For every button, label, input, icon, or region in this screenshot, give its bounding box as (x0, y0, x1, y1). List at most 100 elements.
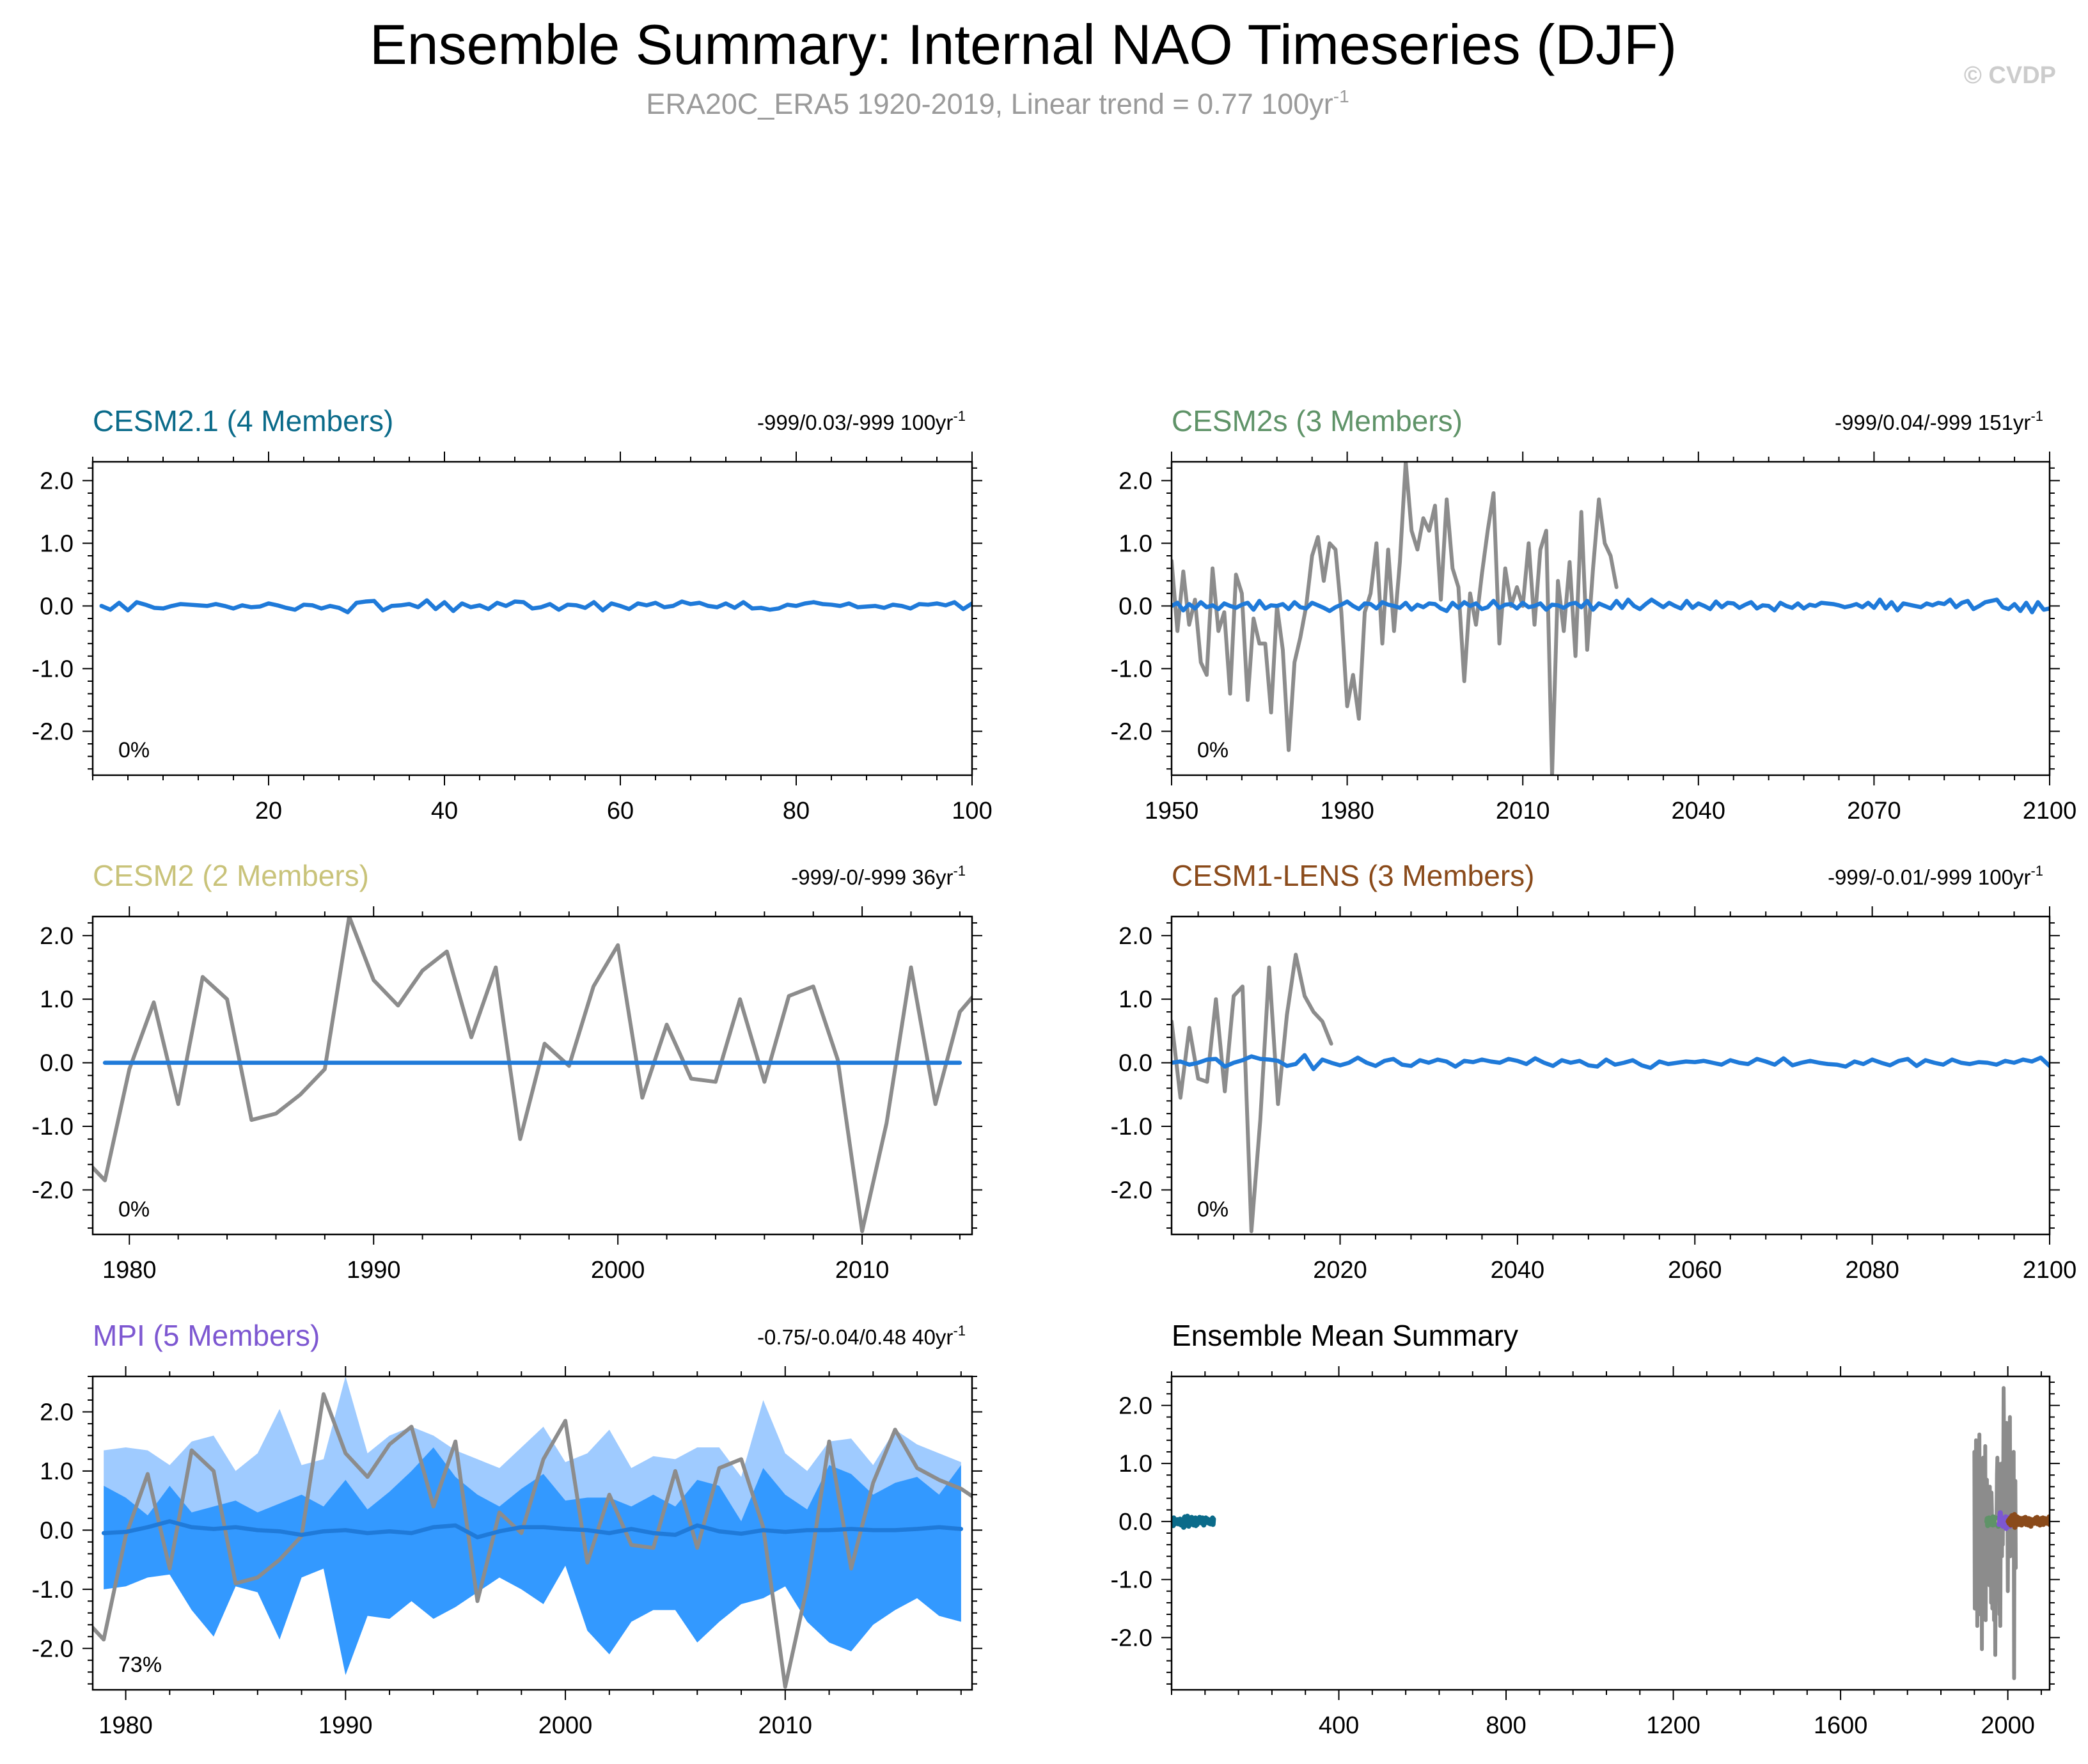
panel-1: 2.0 1.0 0.0 -1.0 -2.0 20 40 60 80 100 CESM2.1 (4 M… (32, 404, 993, 824)
trend-stats-superscript: -1 (953, 408, 966, 424)
x-tick-label: 2010 (1496, 798, 1550, 824)
x-tick-label: 1200 (1646, 1712, 1700, 1739)
x-axis: 2020 2040 2060 2080 2100 (1197, 906, 2077, 1284)
y-tick-label: 1.0 (40, 986, 74, 1013)
x-tick-label: 60 (607, 798, 634, 824)
panel-2: 2.0 1.0 0.0 -1.0 -2.0 1950 1980 2010 2040 2070 210… (1111, 404, 2077, 824)
x-tick-label: 1980 (98, 1712, 153, 1739)
y-tick-label: -2.0 (32, 718, 74, 745)
plot-area (1172, 462, 2050, 775)
series-line-observation (1172, 952, 1333, 1234)
x-tick-label: 2040 (1672, 798, 1726, 824)
plot-frame (1170, 1375, 2051, 1691)
trend-stats-superscript: -1 (2030, 408, 2043, 424)
plot-area (93, 917, 972, 1234)
y-tick-label: 2.0 (1119, 1392, 1152, 1419)
trend-stats-value: -999/0.04/-999 151yr (1835, 411, 2030, 434)
plot-area (99, 598, 972, 615)
y-tick-label: 0.0 (1119, 593, 1152, 620)
series-line-observation (93, 917, 972, 1234)
x-tick-label: 20 (255, 798, 282, 824)
x-tick-label: 2000 (591, 1257, 645, 1284)
y-tick-label: -1.0 (1111, 656, 1152, 682)
panel-title: Ensemble Mean Summary (1172, 1319, 1518, 1352)
panel-4: 2.0 1.0 0.0 -1.0 -2.0 2020 2040 2060 2080 2100 CES… (1111, 859, 2077, 1284)
x-axis: 1980 1990 2000 2010 (102, 906, 961, 1284)
x-tick-label: 400 (1319, 1712, 1359, 1739)
x-tick-label: 2070 (1847, 798, 1901, 824)
percent-label: 0% (118, 738, 150, 762)
trend-stats-label: -999/0.04/-999 151yr-1 (1835, 408, 2043, 434)
x-axis: 20 40 60 80 100 (92, 452, 993, 824)
trend-stats-value: -999/-0/-999 36yr (791, 865, 953, 889)
y-tick-label: 2.0 (1119, 468, 1152, 494)
x-tick-label: 2010 (758, 1712, 813, 1739)
trend-stats-label: -0.75/-0.04/0.48 40yr-1 (757, 1323, 966, 1349)
plot-frame (1170, 915, 2051, 1236)
copyright-label: © CVDP (1964, 62, 2056, 89)
series-line-ensemble-mean (101, 1519, 964, 1540)
panel-title: CESM2 (2 Members) (93, 859, 369, 892)
y-tick-label: 1.0 (1119, 1451, 1152, 1477)
series-line-observation (93, 1392, 972, 1689)
x-axis: 400 800 1200 1600 2000 (1171, 1366, 2042, 1739)
y-tick-label: -2.0 (32, 1177, 74, 1204)
x-tick-label: 2080 (1845, 1257, 1899, 1284)
y-tick-label: 0.0 (1119, 1509, 1152, 1536)
y-tick-label: -1.0 (1111, 1114, 1152, 1140)
trend-stats-label: -999/-0/-999 36yr-1 (791, 863, 966, 889)
y-axis: 2.0 1.0 0.0 -1.0 -2.0 (32, 467, 982, 770)
series-line-observation (1172, 462, 1619, 775)
x-tick-label: 2000 (1981, 1712, 2035, 1739)
y-tick-label: 1.0 (40, 530, 74, 557)
panel-3: 2.0 1.0 0.0 -1.0 -2.0 1980 1990 2000 2010 CESM2 (… (32, 859, 982, 1284)
plot-frame (91, 1375, 973, 1691)
y-tick-label: -1.0 (1111, 1567, 1152, 1594)
y-tick-label: 0.0 (40, 593, 74, 620)
x-tick-label: 800 (1486, 1712, 1526, 1739)
series-line-cesm2-1 (1172, 1513, 1216, 1530)
x-tick-label: 1990 (347, 1257, 401, 1284)
trend-stats-value: -999/-0.01/-999 100yr (1828, 865, 2030, 889)
panel-5: 2.0 1.0 0.0 -1.0 -2.0 1980 1990 2000 2010 MPI (5 … (32, 1319, 982, 1739)
figure-title: Ensemble Summary: Internal NAO Timeserie… (370, 13, 1677, 76)
figure-subtitle-main: ERA20C_ERA5 1920-2019, Linear trend = 0.… (646, 88, 1333, 120)
x-tick-label: 2100 (2023, 1257, 2077, 1284)
panel-title: CESM2s (3 Members) (1172, 404, 1463, 437)
series-line-cesm1-lens (2006, 1511, 2050, 1530)
y-tick-label: 0.0 (40, 1517, 74, 1544)
x-tick-label: 1990 (318, 1712, 373, 1739)
y-tick-label: 1.0 (1119, 986, 1152, 1013)
x-tick-label: 2060 (1668, 1257, 1722, 1284)
x-tick-label: 2020 (1313, 1257, 1367, 1284)
plot-frame (91, 461, 973, 776)
trend-stats-superscript: -1 (953, 863, 966, 879)
y-tick-label: -2.0 (32, 1635, 74, 1662)
figure-subtitle-superscript: -1 (1333, 86, 1349, 106)
percent-label: 73% (118, 1653, 162, 1677)
percent-label: 0% (1197, 738, 1228, 762)
series-line-observation (1972, 1386, 2018, 1680)
percent-label: 0% (1197, 1197, 1228, 1222)
percent-label: 0% (118, 1197, 150, 1222)
x-tick-label: 1980 (102, 1257, 157, 1284)
y-tick-label: 0.0 (40, 1050, 74, 1077)
y-tick-label: 1.0 (1119, 530, 1152, 557)
y-tick-label: -2.0 (1111, 1177, 1152, 1204)
x-tick-label: 80 (783, 798, 810, 824)
x-tick-label: 100 (952, 798, 992, 824)
trend-stats-superscript: -1 (2030, 863, 2043, 879)
trend-stats-value: -999/0.03/-999 100yr (757, 411, 953, 434)
panel-title: CESM2.1 (4 Members) (93, 404, 393, 437)
x-tick-label: 40 (431, 798, 458, 824)
x-tick-label: 1600 (1814, 1712, 1868, 1739)
y-axis: 2.0 1.0 0.0 -1.0 -2.0 (1111, 1382, 2060, 1685)
series-line-ensemble-mean (1172, 597, 2050, 615)
y-tick-label: -1.0 (32, 1114, 74, 1140)
panel-6: 2.0 1.0 0.0 -1.0 -2.0 400 800 1200 1600 2000 Ensem… (1111, 1319, 2060, 1739)
x-tick-label: 2010 (835, 1257, 890, 1284)
y-tick-label: 2.0 (40, 923, 74, 950)
plot-area (1172, 1386, 2050, 1680)
